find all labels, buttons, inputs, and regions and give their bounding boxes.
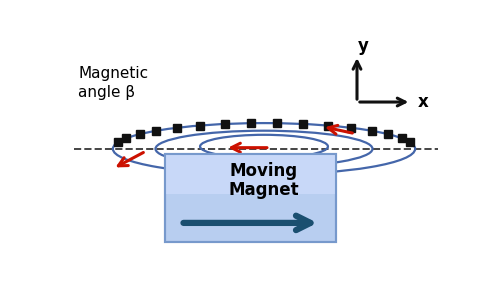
Text: Magnetic
angle β: Magnetic angle β	[78, 67, 148, 100]
Text: Moving
Magnet: Moving Magnet	[228, 161, 300, 199]
FancyBboxPatch shape	[165, 154, 336, 194]
Text: x: x	[418, 93, 428, 111]
FancyBboxPatch shape	[165, 154, 336, 243]
Text: y: y	[358, 37, 368, 55]
